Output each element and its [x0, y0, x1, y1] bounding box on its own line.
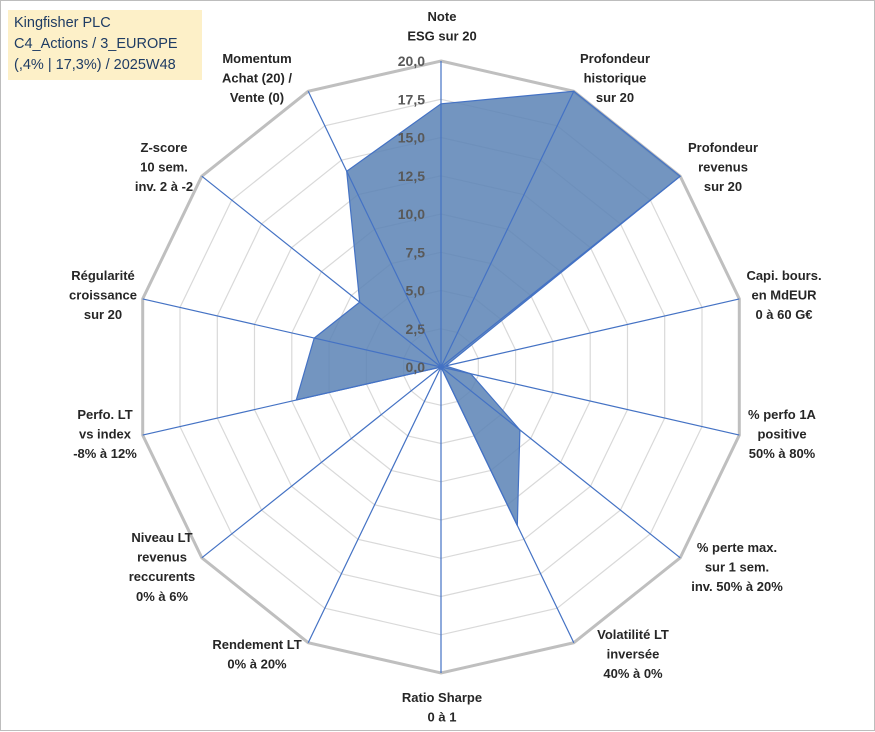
- axis-label-line: 40% à 0%: [603, 666, 663, 681]
- axis-label-line: Niveau LT: [131, 530, 192, 545]
- axis-label: % perfo 1A positive 50% à 80%: [748, 407, 817, 461]
- axis-spoke: [440, 366, 740, 436]
- axis-label-line: Vente (0): [230, 90, 284, 105]
- axis-label: Z-score 10 sem. inv. 2 à -2: [135, 140, 193, 194]
- company-name: Kingfisher PLC: [14, 15, 111, 31]
- axis-spoke: [440, 175, 681, 368]
- series-polygon: [295, 90, 682, 526]
- period-line: (,4% | 17,3%) / 2025W48: [14, 57, 176, 73]
- axis-label-line: reccurents: [129, 569, 195, 584]
- axis-label-line: % perte max.: [697, 540, 777, 555]
- axis-spoke: [142, 366, 442, 436]
- axis-label-line: 10 sem.: [140, 160, 188, 175]
- axis-label: Volatilité LT inversée 40% à 0%: [597, 627, 669, 681]
- axis-label: % perte max. sur 1 sem. inv. 50% à 20%: [691, 540, 783, 594]
- title-box: Kingfisher PLC C4_Actions / 3_EUROPE (,4…: [8, 10, 202, 80]
- axis-spoke: [440, 298, 740, 368]
- axis-label: Rendement LT 0% à 20%: [212, 637, 301, 672]
- axis-label: Ratio Sharpe 0 à 1: [402, 690, 482, 725]
- axis-label-line: Note: [428, 9, 457, 24]
- category-line: C4_Actions / 3_EUROPE: [14, 36, 178, 52]
- axis-label-line: revenus: [137, 550, 187, 565]
- axis-label: Profondeur historique sur 20: [580, 51, 650, 105]
- axis-spoke: [307, 366, 442, 643]
- axis-label-line: -8% à 12%: [73, 446, 137, 461]
- series-area: [295, 90, 682, 526]
- axis-label-line: 0 à 60 G€: [755, 307, 812, 322]
- tick-label: 5,0: [406, 283, 426, 299]
- axis-label-line: 0 à 1: [428, 710, 457, 725]
- axis-label: Perfo. LT vs index -8% à 12%: [73, 407, 137, 461]
- axis-label-line: Volatilité LT: [597, 627, 669, 642]
- axis-label-line: Momentum: [222, 51, 291, 66]
- axis-label-line: positive: [757, 427, 806, 442]
- tick-label: 10,0: [398, 206, 425, 222]
- axis-label-line: inv. 2 à -2: [135, 179, 193, 194]
- axis-label-line: sur 20: [596, 90, 634, 105]
- tick-labels: 0,0 2,5 5,0 7,5 10,0 12,5 15,0 17,5 20,0: [398, 53, 425, 375]
- axis-label: Profondeur revenus sur 20: [688, 140, 758, 194]
- axis-label-line: ESG sur 20: [407, 29, 476, 44]
- axis-label-line: 0% à 6%: [136, 589, 188, 604]
- axis-spoke: [142, 298, 442, 368]
- axis-label-line: Achat (20) /: [222, 71, 292, 86]
- axis-spoke: [201, 175, 442, 368]
- axis-label-line: vs index: [79, 427, 132, 442]
- axis-label-line: Ratio Sharpe: [402, 690, 482, 705]
- axis-label-line: 0% à 20%: [227, 657, 287, 672]
- axis-labels: Note ESG sur 20 Profondeur historique sur 20…: [69, 9, 822, 725]
- axis-spoke: [440, 366, 681, 559]
- axis-label-line: en MdEUR: [752, 288, 818, 303]
- axis-spoke: [440, 91, 575, 368]
- axis-label-line: inversée: [607, 647, 660, 662]
- tick-label: 15,0: [398, 130, 425, 146]
- axis-label-line: revenus: [698, 160, 748, 175]
- tick-label: 20,0: [398, 53, 425, 69]
- axis-label: Note ESG sur 20: [407, 9, 476, 44]
- tick-label: 0,0: [406, 359, 426, 375]
- axis-label-line: Profondeur: [688, 140, 758, 155]
- axis-label-line: sur 1 sem.: [705, 560, 769, 575]
- axis-label-line: Régularité: [71, 268, 135, 283]
- axis-label: Régularité croissance sur 20: [69, 268, 137, 322]
- axis-spoke: [307, 91, 442, 368]
- tick-label: 2,5: [406, 321, 426, 337]
- axis-label-line: 50% à 80%: [749, 446, 816, 461]
- axis-spoke: [440, 366, 575, 643]
- axis-label-line: sur 20: [84, 307, 122, 322]
- axis-label-line: Perfo. LT: [77, 407, 132, 422]
- axis-label-line: Capi. bours.: [746, 268, 821, 283]
- axis-label-line: inv. 50% à 20%: [691, 579, 783, 594]
- axis-spoke: [201, 366, 442, 559]
- axis-label-line: croissance: [69, 288, 137, 303]
- axis-spokes: [142, 61, 740, 673]
- tick-label: 7,5: [406, 244, 426, 260]
- tick-label: 17,5: [398, 91, 425, 107]
- axis-label-line: sur 20: [704, 179, 742, 194]
- axis-label-line: Profondeur: [580, 51, 650, 66]
- tick-label: 12,5: [398, 168, 425, 184]
- axis-label-line: historique: [584, 71, 647, 86]
- axis-label: Capi. bours. en MdEUR 0 à 60 G€: [746, 268, 821, 322]
- axis-label-line: Rendement LT: [212, 637, 301, 652]
- axis-label: Momentum Achat (20) / Vente (0): [222, 51, 292, 105]
- axis-label: Niveau LT revenus reccurents 0% à 6%: [129, 530, 195, 604]
- axis-label-line: % perfo 1A: [748, 407, 817, 422]
- axis-label-line: Z-score: [141, 140, 188, 155]
